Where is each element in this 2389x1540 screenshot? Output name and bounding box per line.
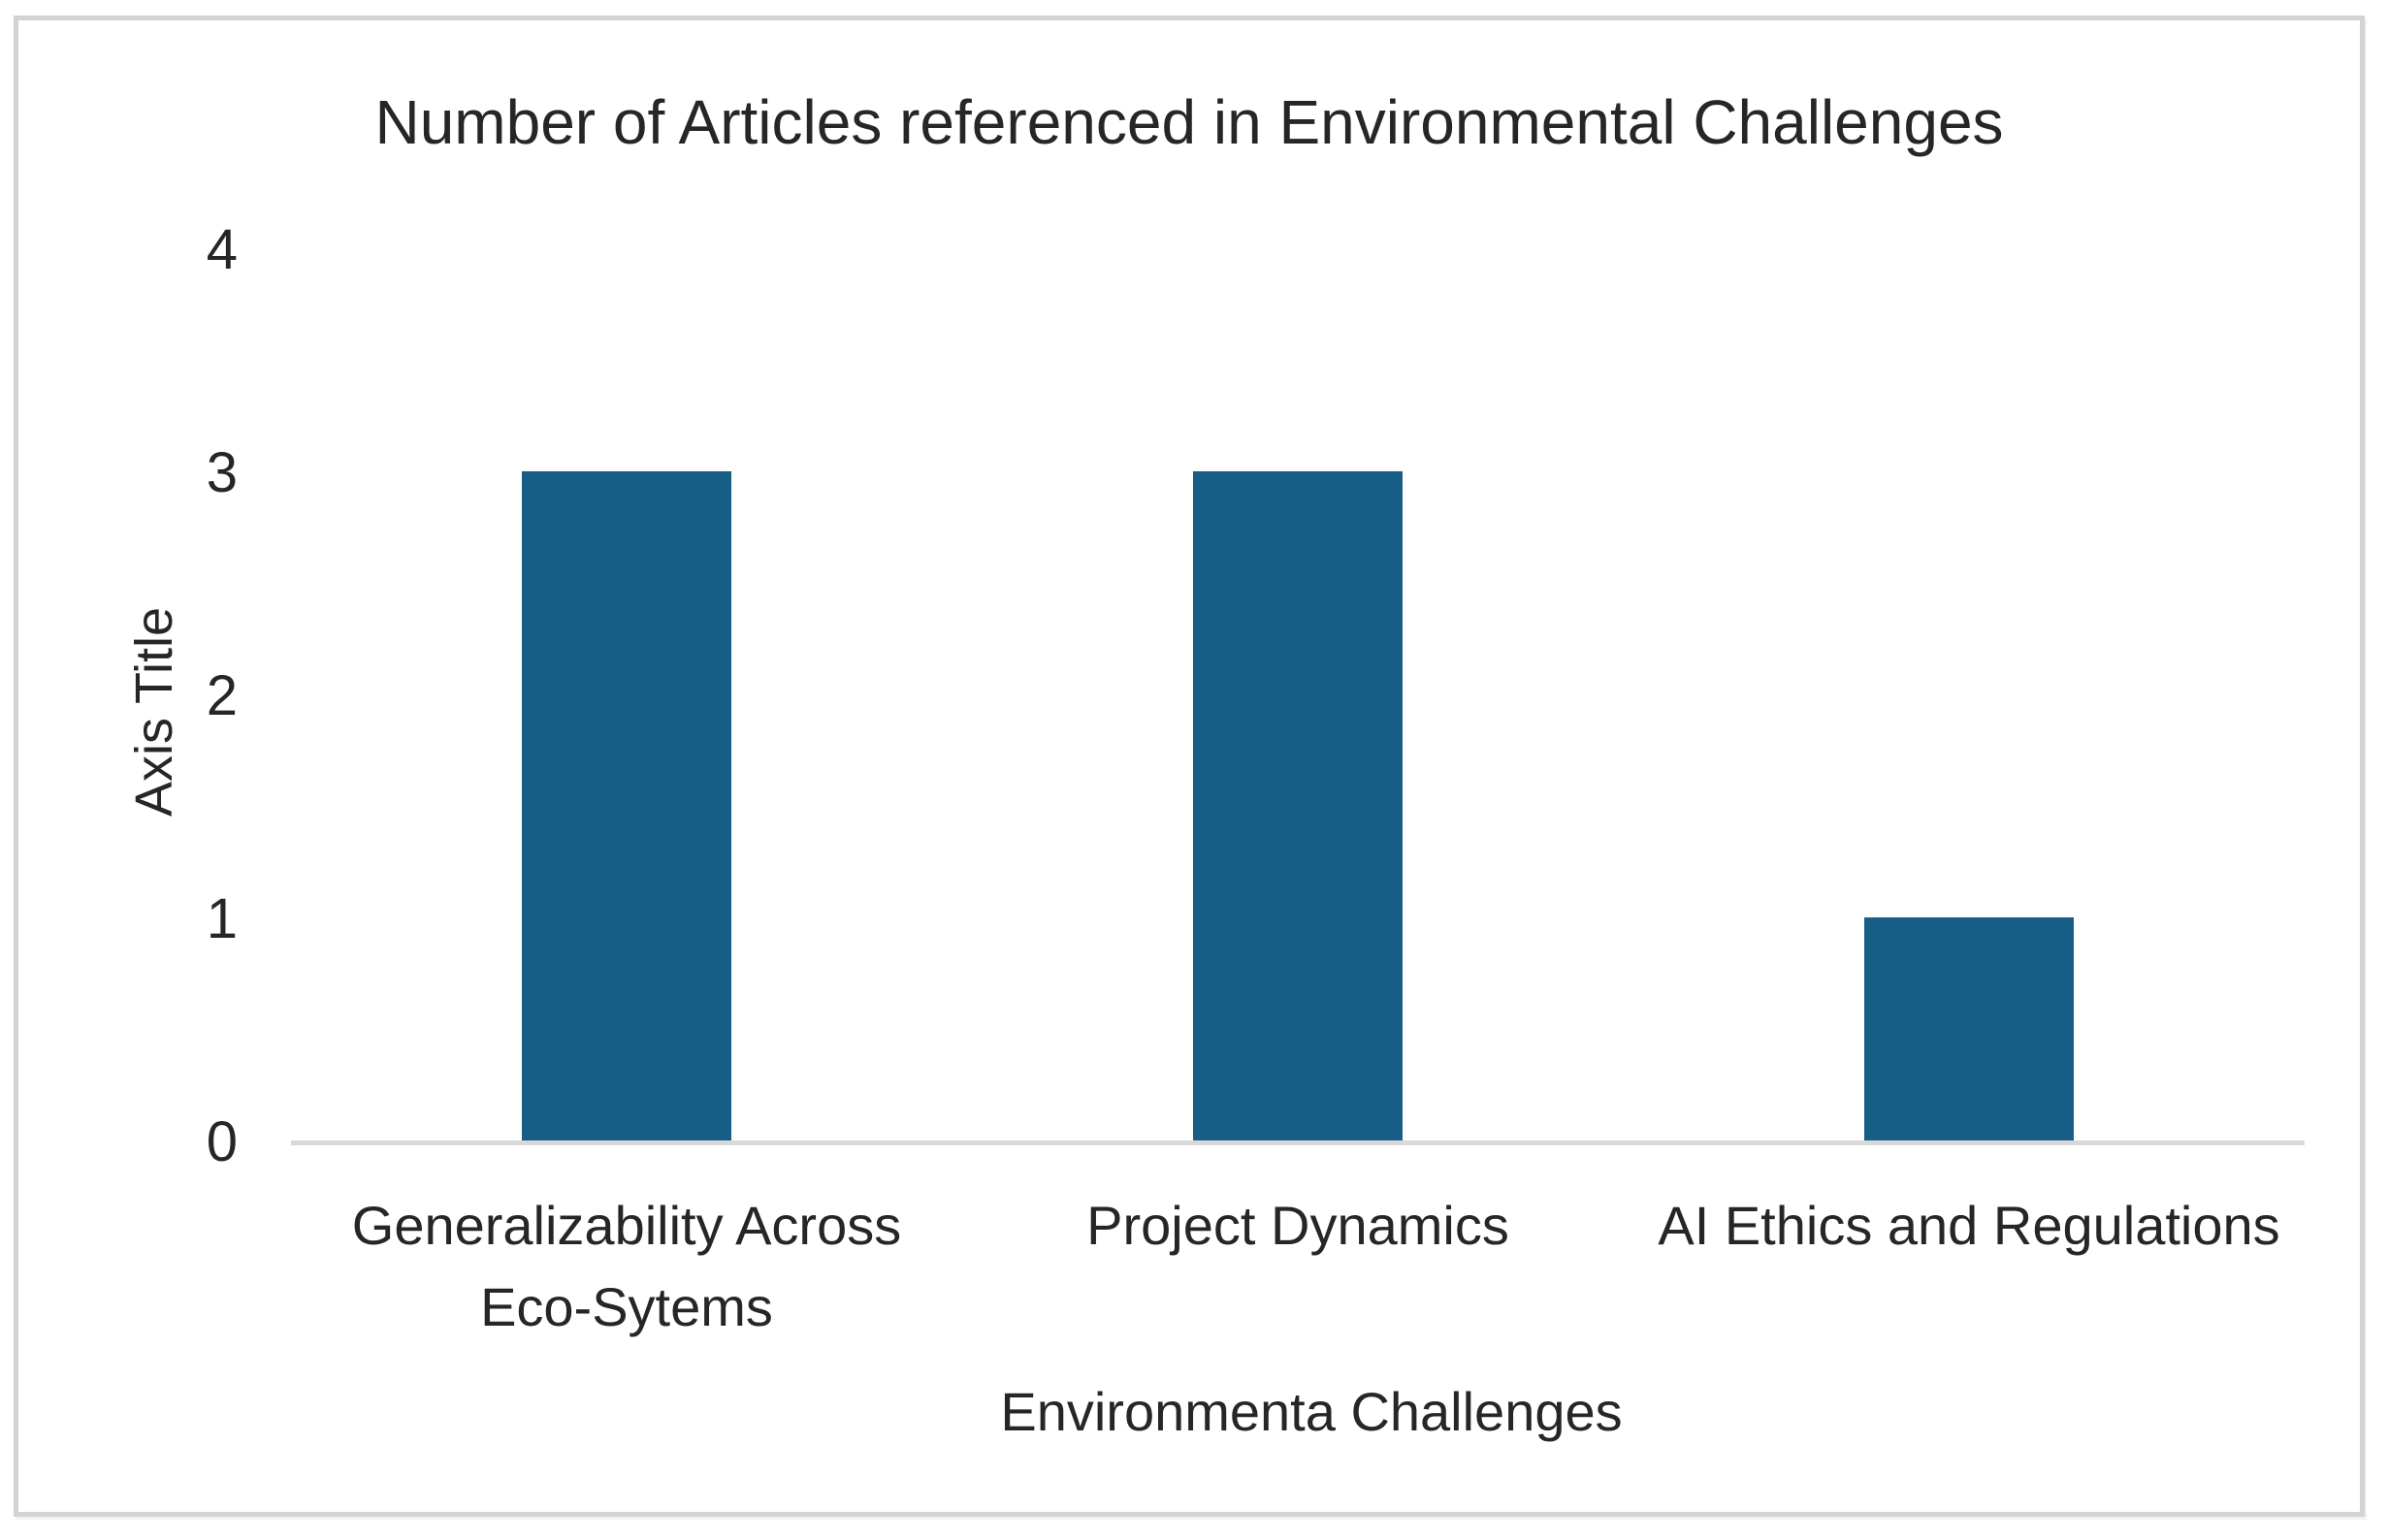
x-category-label: Project Dynamics [1086, 1195, 1509, 1256]
x-category-label: Generalizability Across Eco-Sytems [351, 1195, 902, 1337]
x-axis-line [291, 1140, 2305, 1145]
y-tick-label: 1 [206, 887, 238, 950]
y-tick-label: 4 [206, 218, 238, 281]
x-category-label: AI Ethics and Regulations [1658, 1195, 2280, 1256]
y-tick-label: 0 [206, 1110, 238, 1173]
y-tick-label: 2 [206, 664, 238, 727]
bar [1864, 917, 2074, 1140]
chart-frame: Number of Articles referenced in Environ… [14, 16, 2365, 1517]
bar [522, 471, 731, 1140]
chart-title: Number of Articles referenced in Environ… [374, 87, 2004, 157]
x-axis-title: Environmenta Challenges [1000, 1381, 1623, 1442]
bar [1193, 471, 1403, 1140]
y-tick-label: 3 [206, 441, 238, 504]
